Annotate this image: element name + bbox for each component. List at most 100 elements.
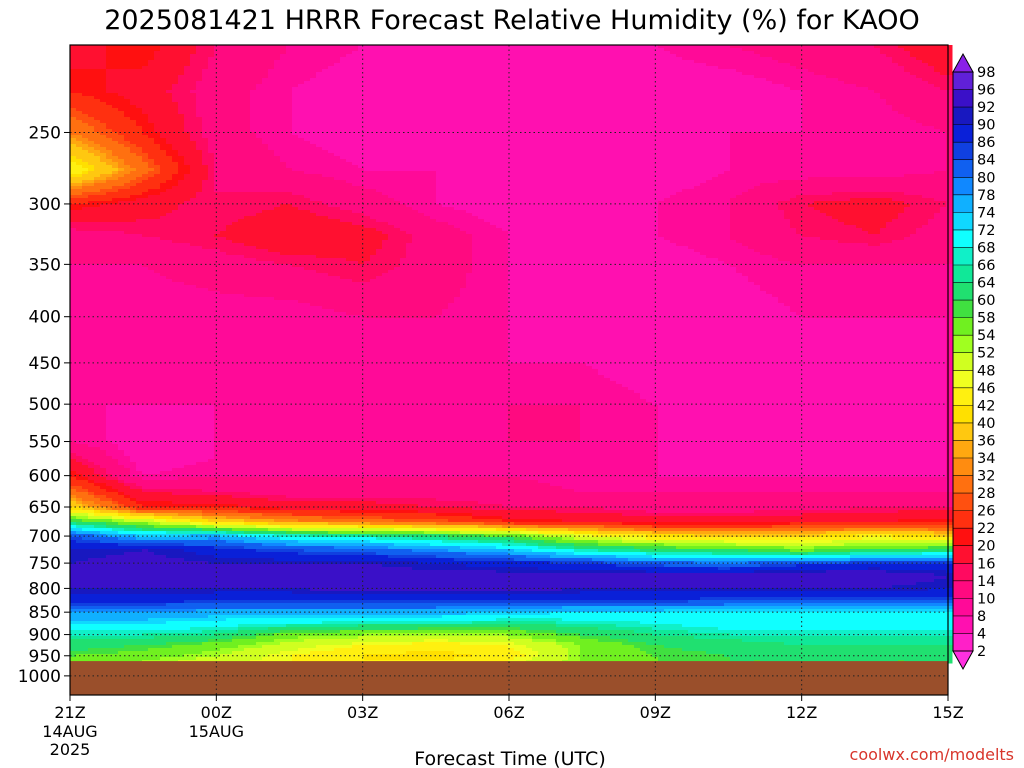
heat-cell [688,57,695,61]
heat-cell [262,84,269,88]
heat-cell [940,96,947,100]
heat-cell [310,63,317,67]
heat-cell [940,63,947,67]
heat-cell [940,120,947,124]
heat-cell [226,75,233,79]
heat-cell [610,117,617,121]
heat-cell [214,123,221,127]
heat-cell [220,96,227,100]
heat-cell [412,120,419,124]
heat-cell [448,69,455,73]
heat-cell [370,72,377,76]
heat-cell [82,72,89,76]
heat-cell [586,72,593,76]
heat-cell [406,66,413,70]
heat-cell [142,120,149,124]
heat-cell [316,72,323,76]
heat-cell [568,54,575,58]
heat-cell [700,54,707,58]
heat-cell [118,111,125,115]
heat-cell [904,48,911,52]
heat-cell [730,63,737,67]
heat-cell [502,69,509,73]
heat-cell [790,120,797,124]
heat-cell [898,111,905,115]
heat-cell [568,123,575,127]
heat-cell [856,93,863,97]
heat-cell [592,63,599,67]
heat-cell [748,72,755,76]
heat-cell [652,51,659,55]
heat-cell [502,114,509,118]
heat-cell [676,66,683,70]
heat-cell [892,54,899,58]
heat-cell [766,66,773,70]
heat-cell [538,96,545,100]
heat-cell [850,87,857,91]
heat-cell [736,102,743,106]
heat-cell [778,84,785,88]
heat-cell [100,72,107,76]
heat-cell [850,60,857,64]
heat-cell [868,75,875,79]
heat-cell [604,99,611,103]
heat-cell [334,123,341,127]
heat-cell [262,120,269,124]
heat-cell [304,48,311,52]
heat-cell [160,75,167,79]
heat-cell [118,87,125,91]
heat-cell [862,81,869,85]
heat-cell [778,90,785,94]
heat-cell [502,66,509,70]
heat-cell [364,63,371,67]
heat-cell [862,126,869,130]
heat-cell [232,75,239,79]
heat-cell [262,60,269,64]
heat-cell [712,69,719,73]
heat-cell [406,117,413,121]
heat-cell [406,60,413,64]
heat-cell [556,120,563,124]
heat-cell [634,126,641,130]
heat-cell [118,63,125,67]
heat-cell [526,123,533,127]
heat-cell [352,102,359,106]
heat-cell [418,111,425,115]
heat-cell [148,87,155,91]
heat-cell [838,60,845,64]
heat-cell [946,84,953,88]
heat-cell [736,126,743,130]
heat-cell [850,75,857,79]
heat-cell [646,57,653,61]
heat-cell [688,108,695,112]
heat-cell [730,87,737,91]
heat-cell [400,54,407,58]
heat-cell [580,105,587,109]
heat-cell [520,81,527,85]
heat-cell [922,117,929,121]
heat-cell [70,63,77,67]
heat-cell [562,78,569,82]
heat-cell [454,72,461,76]
heat-cell [736,48,743,52]
heat-cell [700,81,707,85]
heat-cell [232,54,239,58]
heat-cell [928,51,935,55]
heat-cell [772,72,779,76]
heat-cell [898,117,905,121]
heat-cell [670,48,677,52]
heat-cell [676,117,683,121]
heat-cell [916,117,923,121]
heat-cell [484,111,491,115]
heat-cell [658,117,665,121]
heat-cell [112,63,119,67]
heat-cell [388,72,395,76]
heat-cell [220,90,227,94]
heat-cell [604,54,611,58]
heat-cell [622,99,629,103]
heat-cell [730,54,737,58]
heat-cell [754,117,761,121]
heat-cell [346,96,353,100]
heat-cell [172,96,179,100]
heat-cell [190,78,197,82]
